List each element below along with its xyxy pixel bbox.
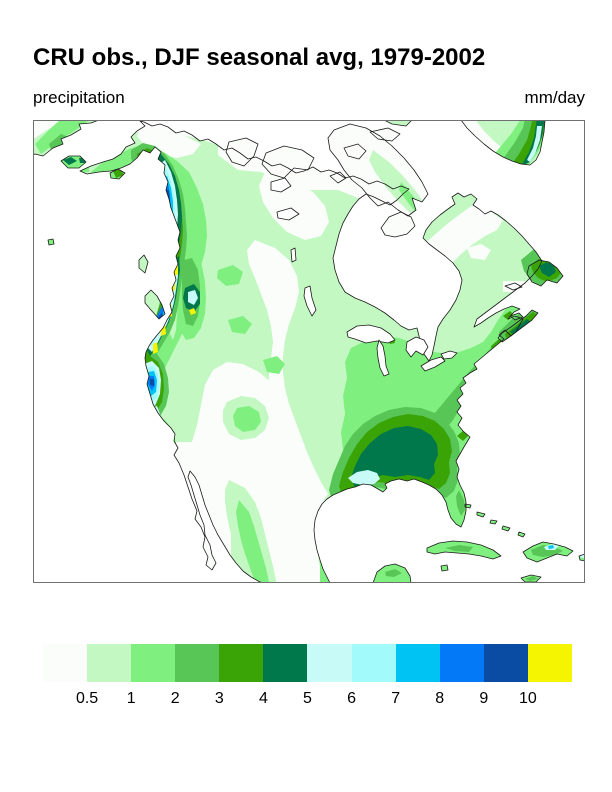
lake-ontario [440,350,458,360]
colorbar-tick-label: 8 [435,690,445,707]
colorbar-segment [395,644,440,682]
lakes [270,177,458,377]
colorbar-tick-label: 7 [391,690,401,707]
map-frame [33,120,585,583]
colorbar-tick-label: 3 [214,690,224,707]
lake-erie [420,356,446,372]
colorbar-tick-label: 9 [479,690,489,707]
colorbar-ticks: 0.5 1 2 3 4 5 6 7 8 9 10 [43,682,572,710]
colorbar-segment [175,644,220,682]
lake-reindeer [290,247,297,263]
units-label: mm/day [524,88,585,107]
lake-huron [405,336,429,358]
map-panel [33,120,585,583]
colorbar-swatches [43,644,572,682]
figure-title: CRU obs., DJF seasonal avg, 1979-2002 [33,44,486,71]
colorbar-tick-label: 4 [258,690,268,707]
colorbar: 0.5 1 2 3 4 5 6 7 8 9 10 [43,644,572,710]
precipitation-map [33,120,585,583]
colorbar-segment [263,644,308,682]
lake-great-slave [276,207,300,221]
colorbar-segment [219,644,264,682]
colorbar-segment [87,644,132,682]
contour-louisiana-spot [348,470,380,485]
colorbar-tick-label: 6 [347,690,357,707]
colorbar-segment [351,644,396,682]
colorbar-tick-label: 1 [126,690,136,707]
colorbar-tick-label: 0.5 [75,690,99,707]
lake-winnipeg [303,285,317,317]
colorbar-segment [527,644,572,682]
lake-great-bear [270,177,292,193]
colorbar-tick-label: 5 [303,690,312,707]
colorbar-segment [131,644,176,682]
colorbar-tick-label: 2 [170,690,180,707]
subtitle-row: precipitation mm/day [33,88,585,108]
colorbar-segment [43,644,88,682]
variable-label: precipitation [33,88,125,107]
lake-superior [346,324,396,344]
colorbar-segment [307,644,352,682]
colorbar-segment [483,644,528,682]
colorbar-segment [439,644,484,682]
colorbar-tick-label: 10 [519,690,537,707]
lake-michigan [376,339,390,377]
